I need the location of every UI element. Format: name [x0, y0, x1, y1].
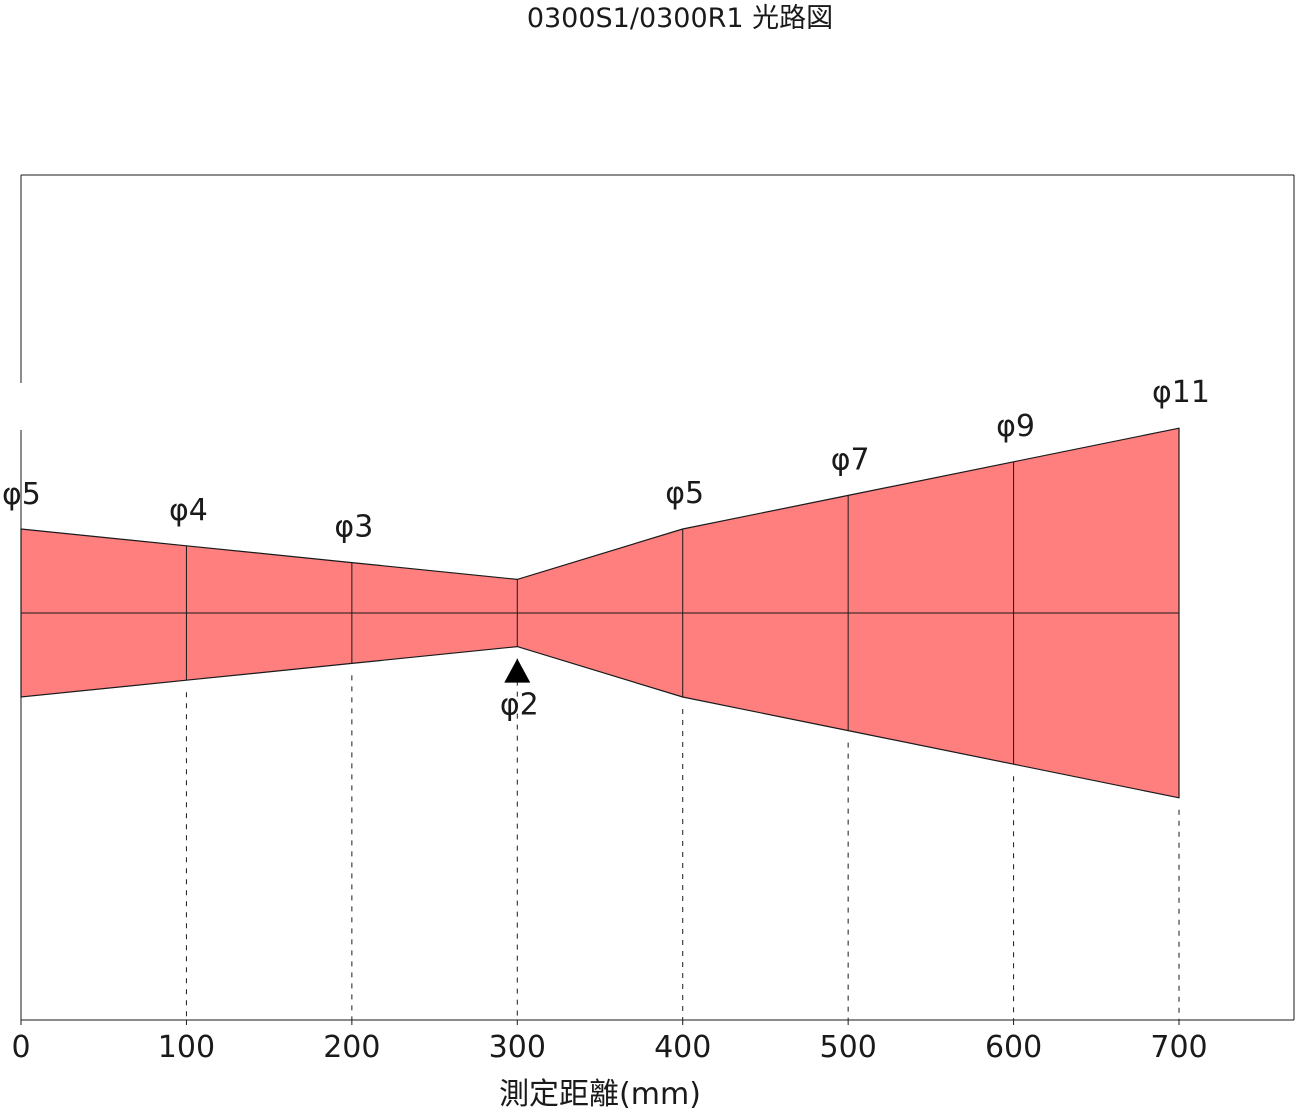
x-axis-tick-label: 400: [654, 1030, 711, 1065]
beam-diameter-label: φ7: [831, 442, 870, 477]
beam-diameter-label: φ11: [1152, 375, 1210, 410]
x-axis-tick-label: 500: [820, 1030, 877, 1065]
x-axis-tick-label: 200: [323, 1030, 380, 1065]
beam-diameter-label: φ5: [665, 476, 704, 511]
beam-diameter-label: φ5: [2, 477, 41, 512]
beam-diameter-labels: φ5 φ4 φ3 φ2 φ5 φ7 φ9 φ11: [2, 375, 1210, 722]
x-axis-tick-label: 700: [1150, 1030, 1207, 1065]
x-axis-tick-labels: 0 100 200 300 400 500 600 700: [11, 1030, 1207, 1065]
distance-guide-lines: [185, 658, 1180, 1020]
beam-diameter-label: φ3: [334, 510, 373, 545]
frame: [20, 174, 1295, 1021]
chart-title: 0300S1/0300R1 光路図: [527, 3, 833, 34]
beam-diameter-label: φ9: [996, 409, 1035, 444]
x-axis-tick-label: 600: [985, 1030, 1042, 1065]
x-axis-tick-label: 300: [489, 1030, 546, 1065]
beam-diameter-label: φ2: [500, 688, 539, 723]
x-axis-label: 測定距離(mm): [499, 1077, 701, 1112]
focal-point-triangle-icon: [504, 658, 531, 683]
beam-diameter-label: φ4: [169, 493, 208, 528]
x-axis-ticks: [20, 1020, 1180, 1025]
x-axis-tick-label: 100: [158, 1030, 215, 1065]
x-axis-tick-label: 0: [11, 1030, 30, 1065]
